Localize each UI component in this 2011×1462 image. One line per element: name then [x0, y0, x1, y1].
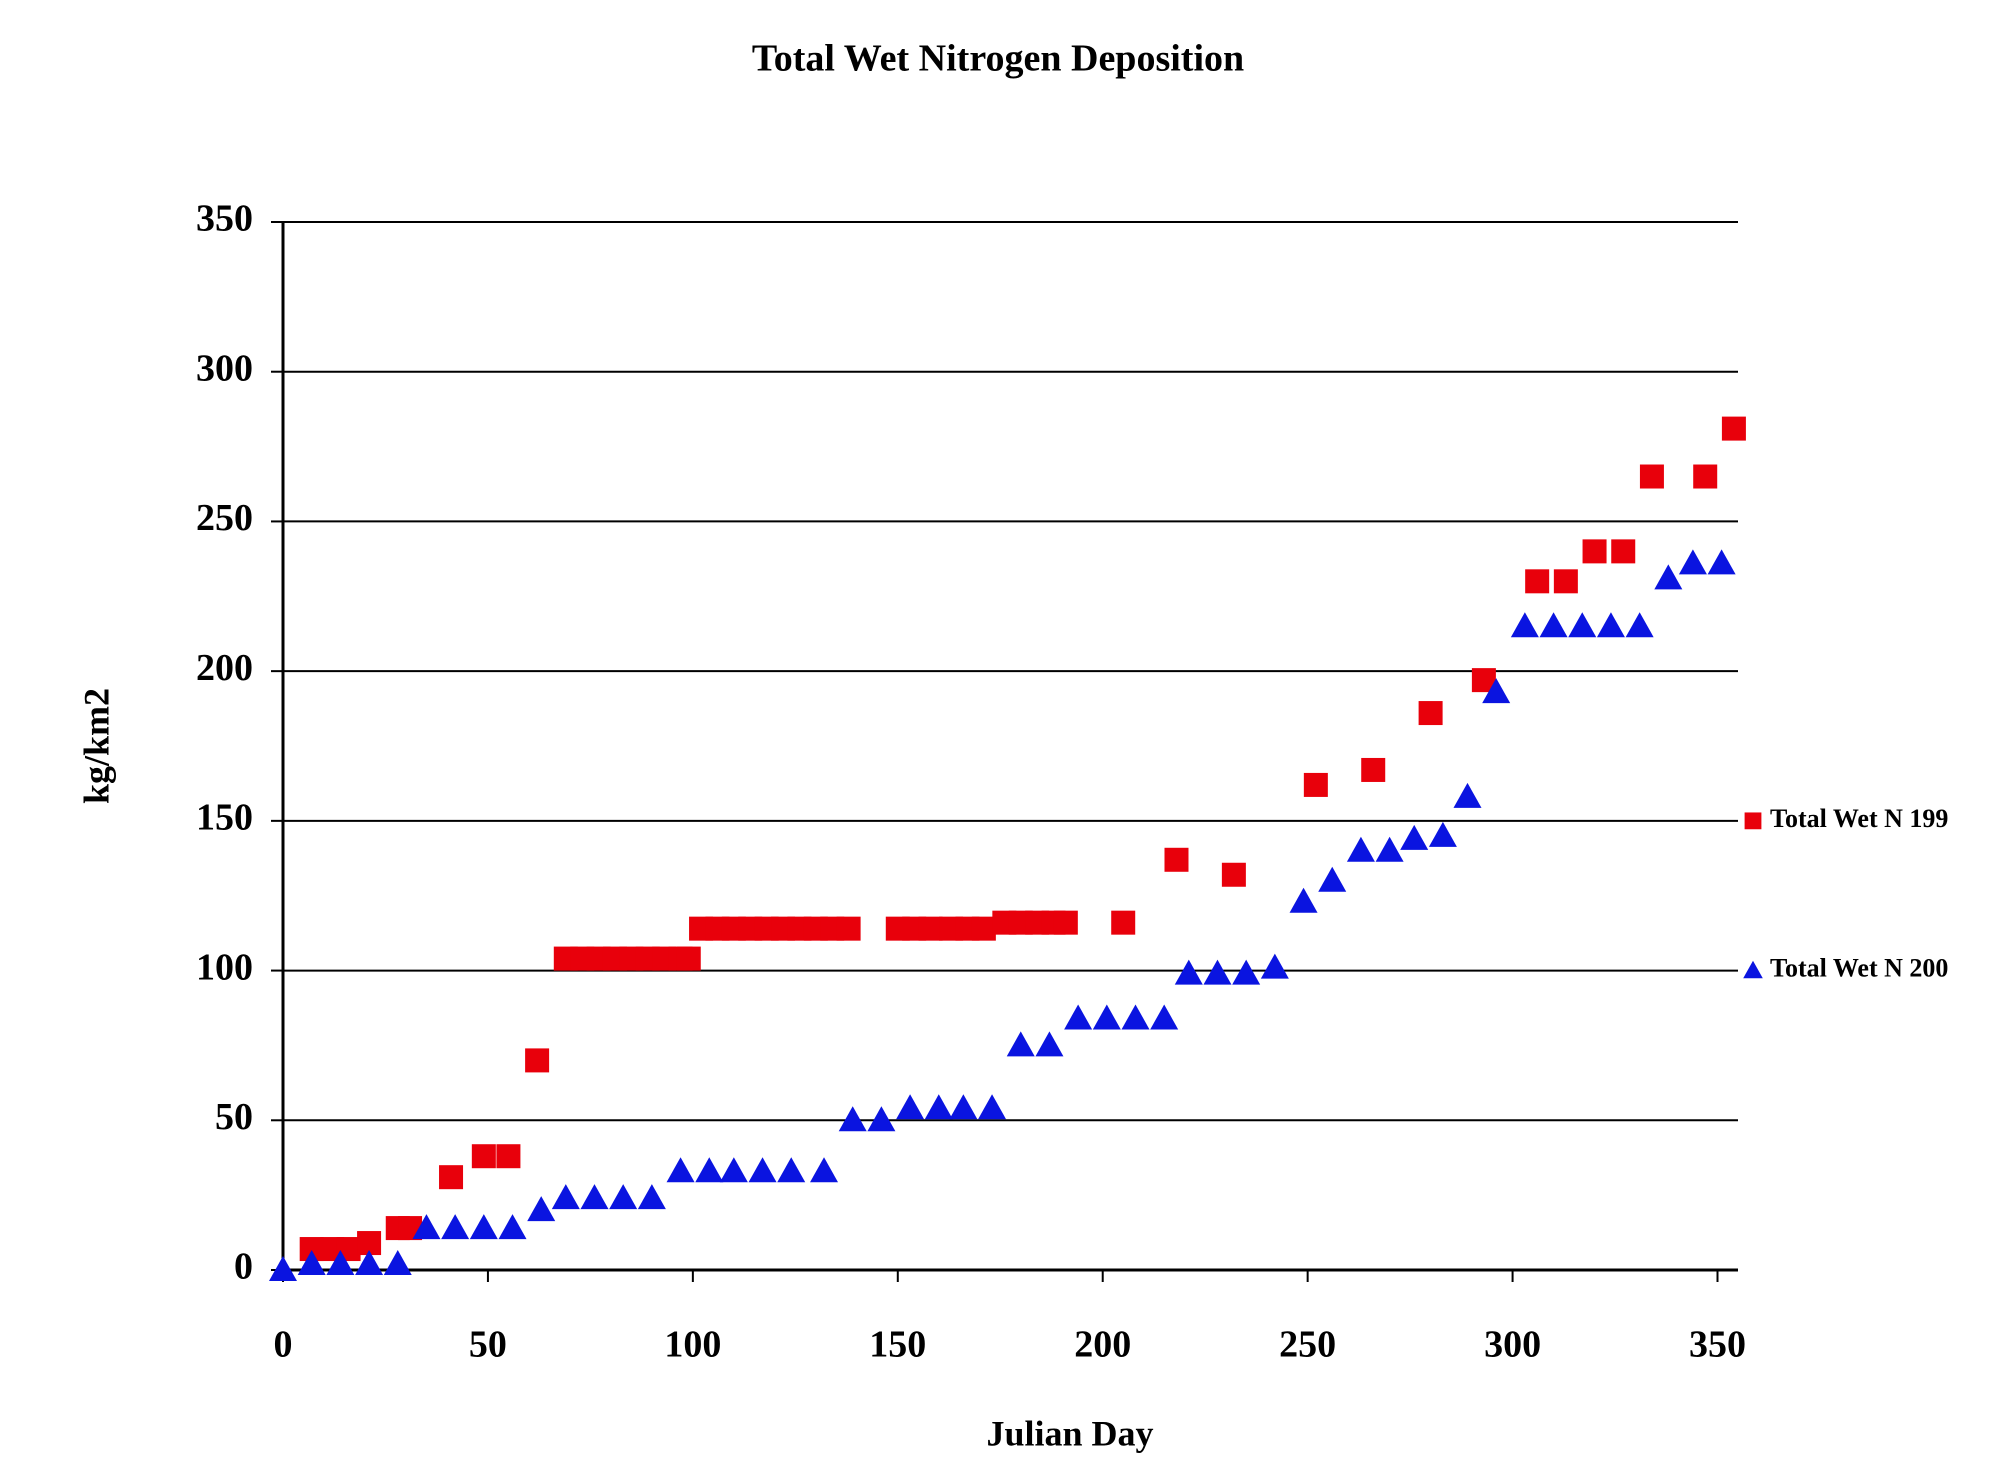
- y-tick-label: 0: [234, 1246, 253, 1288]
- square-point: [1304, 773, 1328, 797]
- y-tick-label: 100: [196, 946, 253, 988]
- triangle-point: [441, 1214, 469, 1239]
- x-axis-title: Julian Day: [986, 1413, 1153, 1453]
- triangle-point: [1232, 960, 1260, 985]
- triangle-point: [1429, 822, 1457, 847]
- y-tick-label: 200: [196, 647, 253, 689]
- triangle-point: [1175, 960, 1203, 985]
- triangle-point: [527, 1196, 555, 1221]
- triangle-point: [1453, 783, 1481, 808]
- square-point: [919, 917, 943, 941]
- triangle-point: [1318, 867, 1346, 892]
- triangle-point: [896, 1094, 924, 1119]
- triangle-point: [1679, 549, 1707, 574]
- triangle-point: [1654, 564, 1682, 589]
- x-tick-label: 100: [664, 1324, 721, 1366]
- triangle-point: [1122, 1004, 1150, 1029]
- triangle-point: [1290, 888, 1318, 913]
- chart: Total Wet Nitrogen Deposition Julian Day…: [0, 0, 2011, 1462]
- triangle-point: [1400, 825, 1428, 850]
- triangle-point: [552, 1184, 580, 1209]
- triangle-point: [925, 1094, 953, 1119]
- chart-title: Total Wet Nitrogen Deposition: [752, 38, 1244, 80]
- square-point: [1583, 539, 1607, 563]
- x-tick-label: 150: [869, 1324, 926, 1366]
- square-point: [439, 1165, 463, 1189]
- triangle-point: [499, 1214, 527, 1239]
- x-tick-label: 200: [1074, 1324, 1131, 1366]
- y-tick-label: 250: [196, 497, 253, 539]
- square-point: [1361, 758, 1385, 782]
- triangle-point: [695, 1157, 723, 1182]
- triangle-point: [609, 1184, 637, 1209]
- x-tick-label: 350: [1689, 1324, 1746, 1366]
- triangle-point: [1597, 612, 1625, 637]
- triangle-point: [580, 1184, 608, 1209]
- x-tick-label: 0: [274, 1324, 293, 1366]
- triangle-point: [1708, 549, 1736, 574]
- y-tick-label: 300: [196, 347, 253, 389]
- triangle-point: [810, 1157, 838, 1182]
- triangle-point: [384, 1250, 412, 1275]
- square-point: [1164, 848, 1188, 872]
- triangle-point: [1347, 837, 1375, 862]
- x-tick-label: 250: [1279, 1324, 1336, 1366]
- triangle-point: [1626, 612, 1654, 637]
- triangle-point: [1064, 1004, 1092, 1029]
- triangle-point: [638, 1184, 666, 1209]
- triangle-point: [1035, 1031, 1063, 1056]
- triangle-point: [1376, 837, 1404, 862]
- x-tick-label: 50: [469, 1324, 507, 1366]
- legend-marker: [1745, 812, 1762, 829]
- triangle-point: [1093, 1004, 1121, 1029]
- square-point: [1419, 701, 1443, 725]
- legend-label: Total Wet N 199: [1770, 804, 1948, 833]
- triangle-point: [720, 1157, 748, 1182]
- triangle-point: [867, 1106, 895, 1131]
- square-point: [1111, 911, 1135, 935]
- legend-label: Total Wet N 200: [1770, 954, 1948, 983]
- triangle-point: [749, 1157, 777, 1182]
- square-point: [496, 1144, 520, 1168]
- triangle-point: [1540, 612, 1568, 637]
- square-point: [677, 947, 701, 971]
- square-point: [1722, 417, 1746, 441]
- y-axis-title: kg/km2: [76, 688, 116, 804]
- y-tick-label: 150: [196, 797, 253, 839]
- square-point: [472, 1144, 496, 1168]
- triangle-point: [1568, 612, 1596, 637]
- square-point: [837, 917, 861, 941]
- square-point: [1611, 539, 1635, 563]
- y-tick-label: 50: [215, 1096, 253, 1138]
- x-tick-label: 300: [1484, 1324, 1541, 1366]
- triangle-point: [1511, 612, 1539, 637]
- square-point: [1525, 569, 1549, 593]
- square-point: [1554, 569, 1578, 593]
- page: {"chart_data": { "type": "scatter", "tit…: [0, 0, 2011, 1462]
- square-point: [1640, 465, 1664, 489]
- triangle-point: [978, 1094, 1006, 1119]
- triangle-point: [470, 1214, 498, 1239]
- square-point: [972, 917, 996, 941]
- triangle-point: [1150, 1004, 1178, 1029]
- square-point: [1054, 911, 1078, 935]
- square-point: [1693, 465, 1717, 489]
- legend-marker: [1743, 961, 1763, 979]
- square-point: [525, 1048, 549, 1072]
- triangle-point: [667, 1157, 695, 1182]
- square-point: [1222, 863, 1246, 887]
- triangle-point: [1007, 1031, 1035, 1056]
- triangle-point: [777, 1157, 805, 1182]
- triangle-point: [839, 1106, 867, 1131]
- triangle-point: [1261, 954, 1289, 979]
- triangle-point: [949, 1094, 977, 1119]
- y-tick-label: 350: [196, 198, 253, 240]
- triangle-point: [1203, 960, 1231, 985]
